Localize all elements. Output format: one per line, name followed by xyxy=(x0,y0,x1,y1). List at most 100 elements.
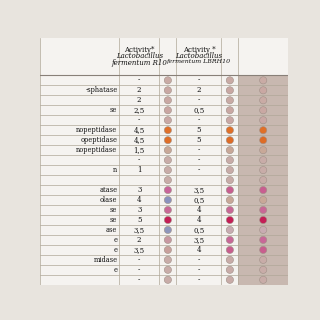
Circle shape xyxy=(260,97,267,104)
Text: -sphatase: -sphatase xyxy=(85,86,117,94)
Bar xyxy=(40,38,288,75)
Circle shape xyxy=(260,256,267,263)
Text: Lactobacillus: Lactobacillus xyxy=(116,52,163,60)
Text: 3,5: 3,5 xyxy=(134,226,145,234)
Circle shape xyxy=(260,127,267,134)
Text: -: - xyxy=(198,146,200,154)
Text: -: - xyxy=(138,266,140,274)
Text: 0,5: 0,5 xyxy=(193,106,204,114)
Text: -: - xyxy=(198,276,200,284)
Bar xyxy=(40,185,238,195)
Circle shape xyxy=(164,246,172,253)
Circle shape xyxy=(226,77,234,84)
Circle shape xyxy=(164,226,172,234)
Circle shape xyxy=(226,107,234,114)
Text: Lactobacillus: Lactobacillus xyxy=(175,52,222,60)
Text: fermentum LBRH10: fermentum LBRH10 xyxy=(167,59,231,64)
Text: -: - xyxy=(138,276,140,284)
Circle shape xyxy=(164,216,172,224)
Circle shape xyxy=(226,226,234,234)
Circle shape xyxy=(164,137,172,144)
Circle shape xyxy=(260,206,267,213)
Circle shape xyxy=(226,276,234,284)
Text: -: - xyxy=(198,266,200,274)
Text: 3,5: 3,5 xyxy=(193,186,204,194)
Circle shape xyxy=(164,147,172,154)
Text: 4,5: 4,5 xyxy=(133,136,145,144)
Circle shape xyxy=(226,127,234,134)
Bar xyxy=(40,115,238,125)
Text: -: - xyxy=(198,166,200,174)
Text: -: - xyxy=(138,116,140,124)
Circle shape xyxy=(226,137,234,144)
Text: 3: 3 xyxy=(137,206,141,214)
Circle shape xyxy=(164,177,172,184)
Circle shape xyxy=(260,77,267,84)
Circle shape xyxy=(164,117,172,124)
Bar xyxy=(40,265,238,275)
Bar xyxy=(40,275,238,285)
Text: 4: 4 xyxy=(196,246,201,254)
Circle shape xyxy=(164,87,172,94)
Circle shape xyxy=(226,236,234,244)
Circle shape xyxy=(226,246,234,253)
Circle shape xyxy=(260,147,267,154)
Bar xyxy=(40,245,238,255)
Circle shape xyxy=(164,77,172,84)
Bar xyxy=(40,165,238,175)
Text: 0,5: 0,5 xyxy=(193,196,204,204)
Circle shape xyxy=(226,156,234,164)
Bar xyxy=(40,215,238,225)
Circle shape xyxy=(260,236,267,244)
Text: opeptidase: opeptidase xyxy=(81,136,117,144)
Bar xyxy=(40,105,238,115)
Bar xyxy=(40,125,238,135)
Text: 4,5: 4,5 xyxy=(133,126,145,134)
Bar xyxy=(40,235,238,245)
Text: -: - xyxy=(198,76,200,84)
Text: 2: 2 xyxy=(137,86,141,94)
Circle shape xyxy=(164,206,172,213)
Circle shape xyxy=(164,236,172,244)
Text: midase: midase xyxy=(93,256,117,264)
Bar xyxy=(238,38,288,285)
Text: 4: 4 xyxy=(137,196,141,204)
Text: 1: 1 xyxy=(137,166,141,174)
Circle shape xyxy=(164,266,172,273)
Text: 5: 5 xyxy=(196,136,201,144)
Text: 0,5: 0,5 xyxy=(193,226,204,234)
Circle shape xyxy=(226,147,234,154)
Circle shape xyxy=(260,107,267,114)
Text: 2: 2 xyxy=(137,236,141,244)
Circle shape xyxy=(164,256,172,263)
Circle shape xyxy=(226,166,234,174)
Bar xyxy=(40,255,238,265)
Circle shape xyxy=(226,216,234,224)
Bar xyxy=(40,175,238,185)
Circle shape xyxy=(164,196,172,204)
Text: 3,5: 3,5 xyxy=(134,246,145,254)
Text: -: - xyxy=(138,76,140,84)
Text: se: se xyxy=(110,206,117,214)
Text: fermentum R10: fermentum R10 xyxy=(111,59,167,67)
Circle shape xyxy=(260,196,267,204)
Text: 1,5: 1,5 xyxy=(133,146,145,154)
Bar xyxy=(40,95,238,105)
Text: nopeptidase: nopeptidase xyxy=(76,146,117,154)
Circle shape xyxy=(260,276,267,284)
Circle shape xyxy=(260,117,267,124)
Circle shape xyxy=(226,87,234,94)
Circle shape xyxy=(164,127,172,134)
Circle shape xyxy=(260,87,267,94)
Circle shape xyxy=(260,246,267,253)
Bar xyxy=(221,38,238,285)
Text: Activity*: Activity* xyxy=(124,46,154,54)
Circle shape xyxy=(164,107,172,114)
Circle shape xyxy=(226,206,234,213)
Circle shape xyxy=(164,156,172,164)
Circle shape xyxy=(226,266,234,273)
Circle shape xyxy=(260,266,267,273)
Circle shape xyxy=(260,137,267,144)
Circle shape xyxy=(226,97,234,104)
Text: se: se xyxy=(110,106,117,114)
